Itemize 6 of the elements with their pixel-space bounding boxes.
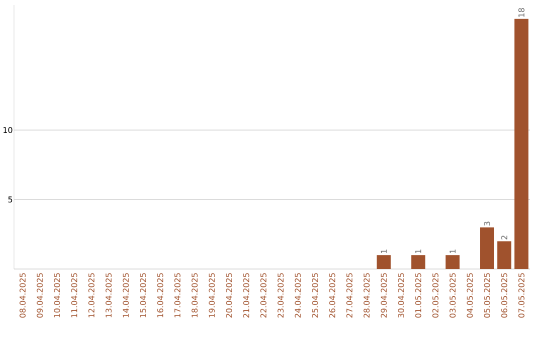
bar (376, 255, 391, 269)
bar (480, 227, 494, 269)
bar (446, 255, 460, 269)
bar (411, 255, 426, 269)
bar (514, 18, 528, 269)
bar (497, 241, 512, 269)
